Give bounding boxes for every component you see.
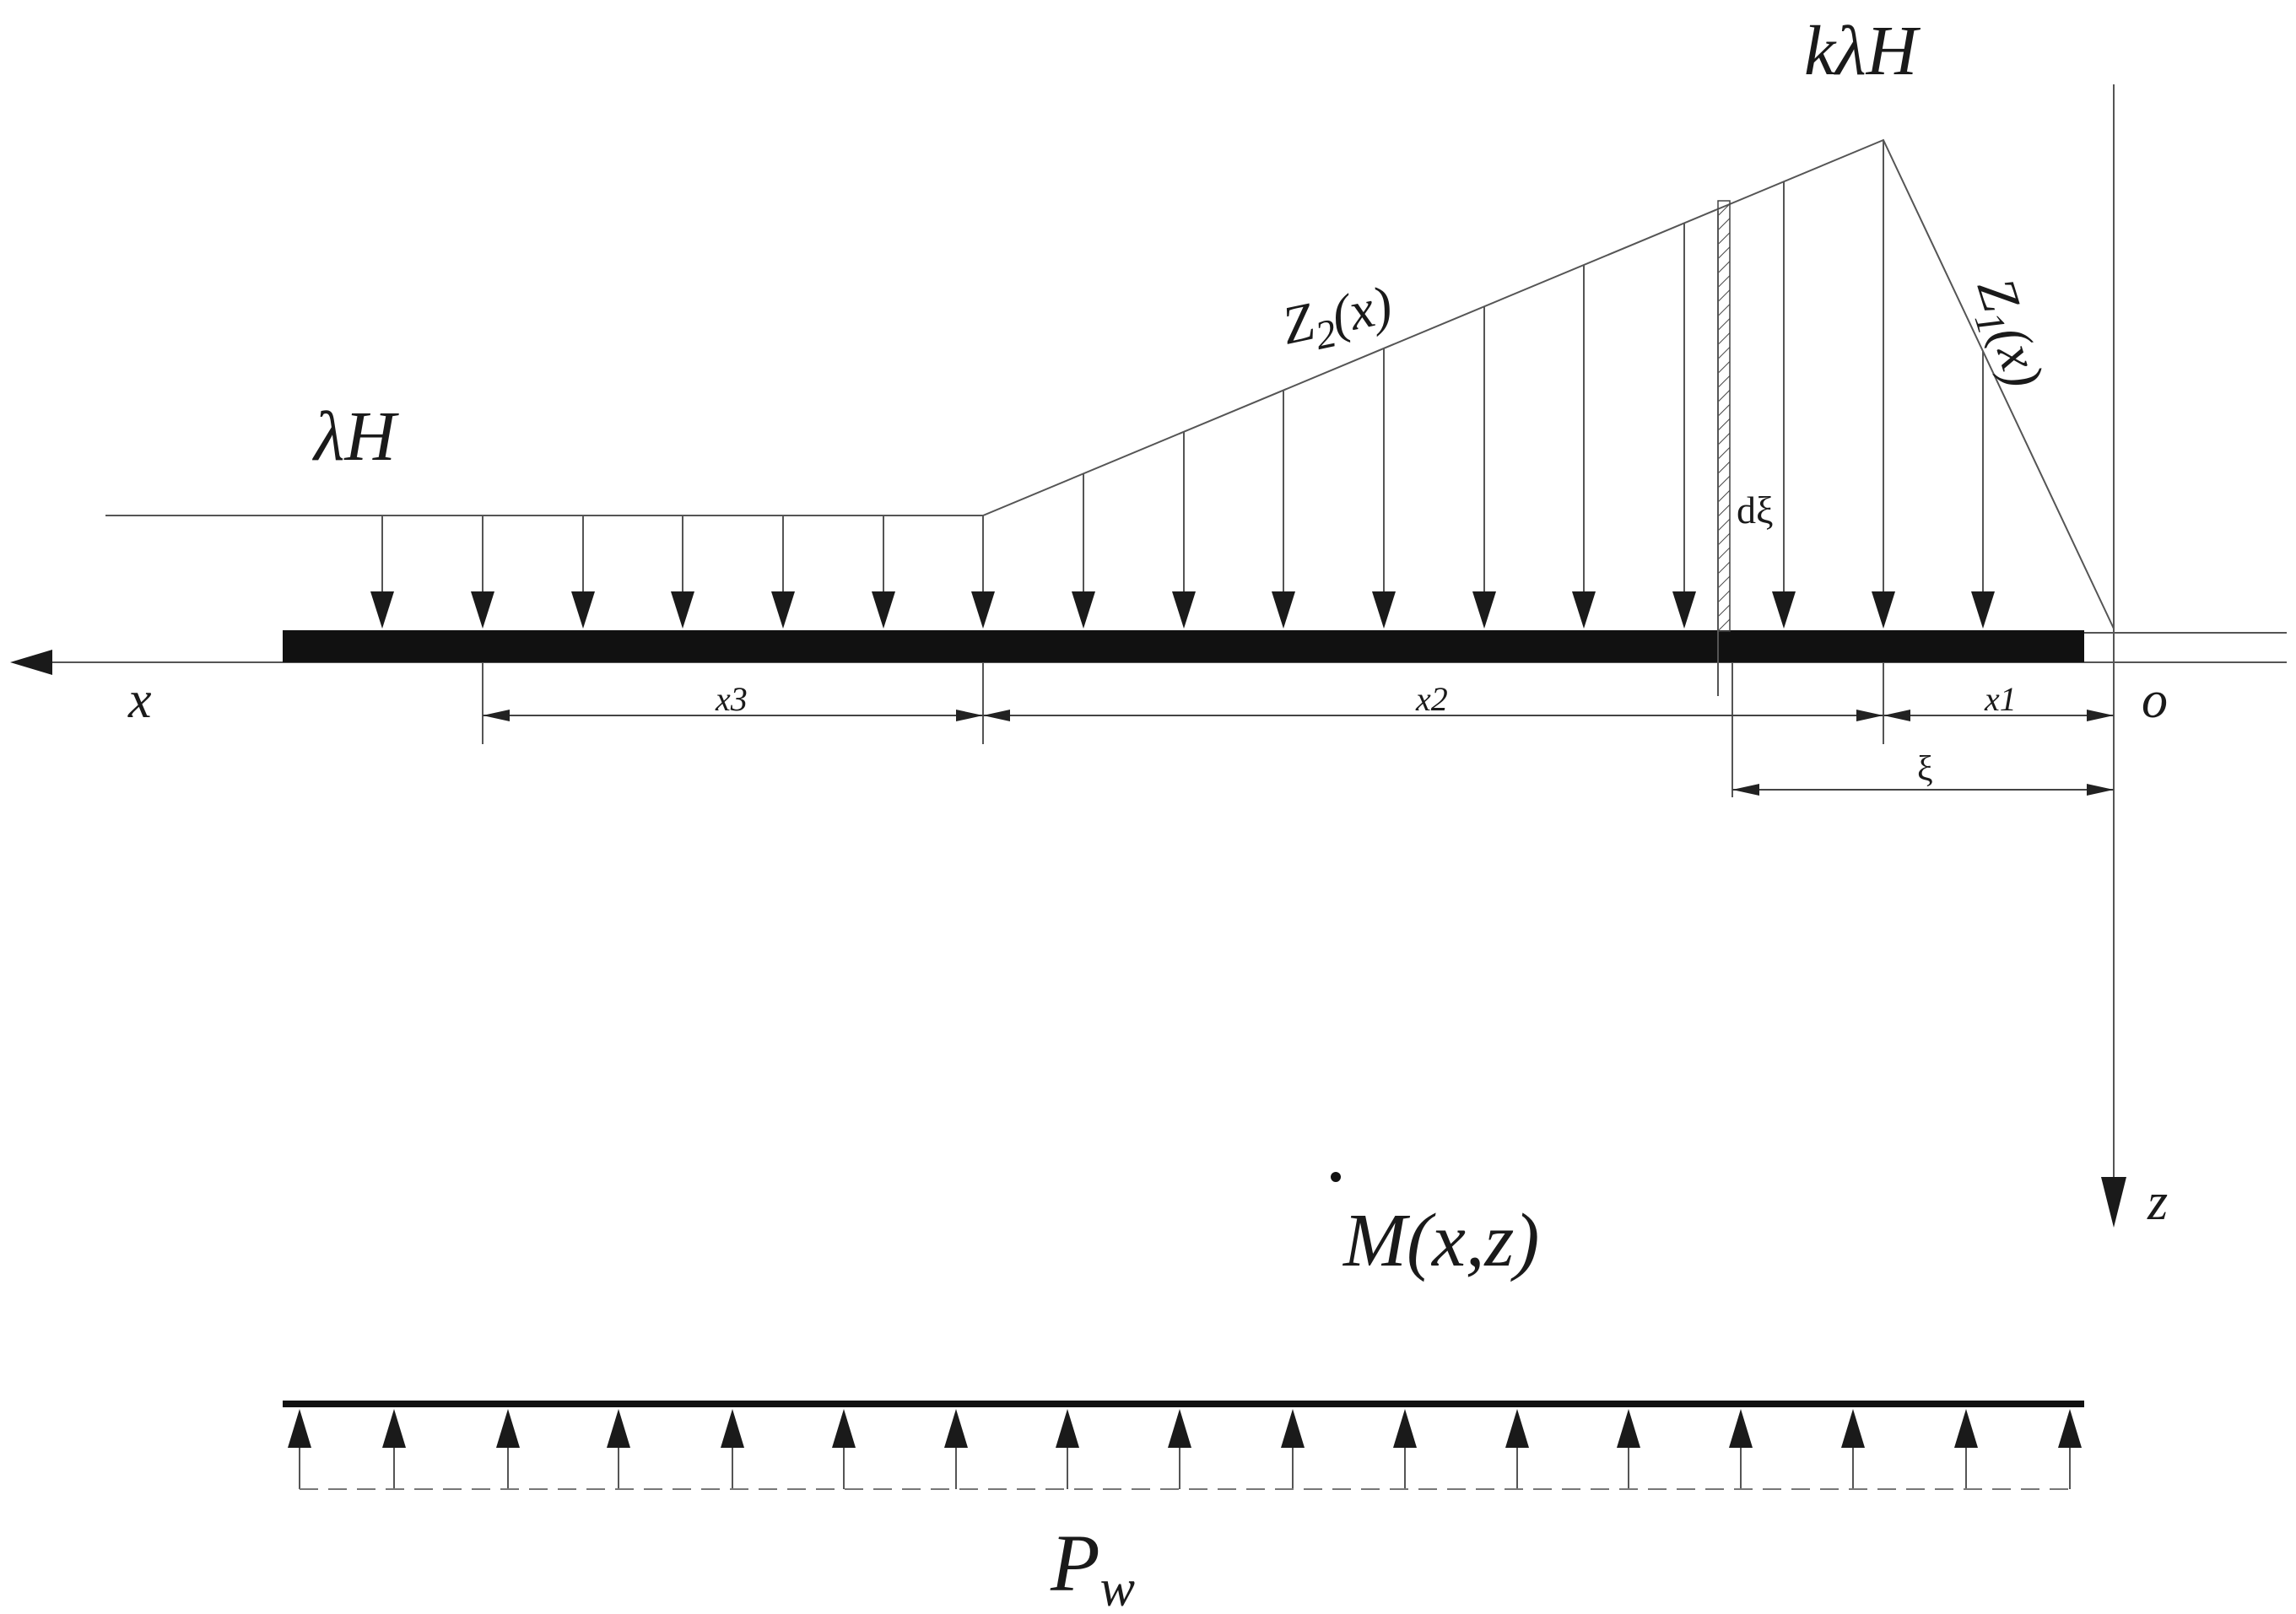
label-x3: x3: [715, 680, 748, 718]
label-xi: ξ: [1917, 750, 1933, 789]
pressure-arrow: [1841, 1409, 1865, 1489]
load-envelope-line: [105, 138, 2115, 629]
d-xi-strip: [1717, 200, 1731, 632]
pressure-arrow: [607, 1409, 630, 1489]
z-axis-arrowhead: [2101, 1177, 2126, 1228]
label-k-lambda-h: kλH: [1804, 12, 1921, 90]
point-m-dot: [1331, 1172, 1341, 1182]
pressure-arrow: [1505, 1409, 1529, 1489]
label-z-axis: z: [2147, 1174, 2168, 1231]
pressure-arrow: [944, 1409, 968, 1489]
load-arrow: [1272, 390, 1295, 629]
load-arrow: [1872, 140, 1895, 629]
label-pw: Pw: [1050, 1518, 1135, 1614]
load-arrow: [1372, 348, 1396, 629]
load-arrow: [1772, 181, 1796, 629]
label-x1: x1: [1984, 680, 2017, 718]
load-arrow: [471, 516, 494, 629]
dimension-xi: [1732, 784, 2114, 796]
load-arrow: [1172, 431, 1196, 629]
bottom-beam: [283, 1401, 2084, 1407]
dimension-x1: [1883, 710, 2114, 721]
load-arrow: [370, 516, 394, 629]
label-z1: Z1(x): [1957, 271, 2056, 397]
pressure-arrow: [1954, 1409, 1978, 1489]
load-arrow: [971, 516, 995, 629]
pressure-arrow: [1729, 1409, 1753, 1489]
pressure-arrow: [1281, 1409, 1305, 1489]
upward-pressure-arrows: [288, 1409, 2082, 1489]
load-arrow: [1572, 265, 1596, 629]
label-point-m: M(x,z): [1342, 1199, 1539, 1282]
pressure-arrow: [1168, 1409, 1191, 1489]
pressure-arrow: [2058, 1409, 2082, 1489]
load-arrow: [1072, 473, 1095, 629]
pressure-arrow: [288, 1409, 311, 1489]
load-arrow: [671, 516, 694, 629]
load-arrow: [571, 516, 595, 629]
load-arrow: [771, 516, 795, 629]
label-x2: x2: [1415, 680, 1448, 718]
load-arrow: [1672, 223, 1696, 629]
dimension-x2: [983, 710, 1883, 721]
pressure-arrow: [1617, 1409, 1640, 1489]
label-lambda-h: λH: [311, 397, 399, 476]
label-x-axis: x: [127, 672, 152, 729]
load-arrow: [872, 516, 895, 629]
label-origin: o: [2142, 672, 2168, 729]
pressure-arrow: [1393, 1409, 1417, 1489]
dimension-x3: [483, 710, 983, 721]
label-z2: Z2(x): [1277, 274, 1399, 364]
downward-load-arrows: [370, 140, 1995, 629]
label-d-xi: dξ: [1737, 489, 1774, 532]
pressure-arrow: [382, 1409, 406, 1489]
load-arrow: [1971, 351, 1995, 629]
foundation-beam: [283, 630, 2084, 662]
load-arrow: [1472, 306, 1496, 629]
pressure-arrow: [1056, 1409, 1079, 1489]
x-axis-arrowhead: [10, 650, 52, 675]
pressure-arrow: [832, 1409, 856, 1489]
pressure-arrow: [721, 1409, 744, 1489]
pressure-arrow: [496, 1409, 520, 1489]
